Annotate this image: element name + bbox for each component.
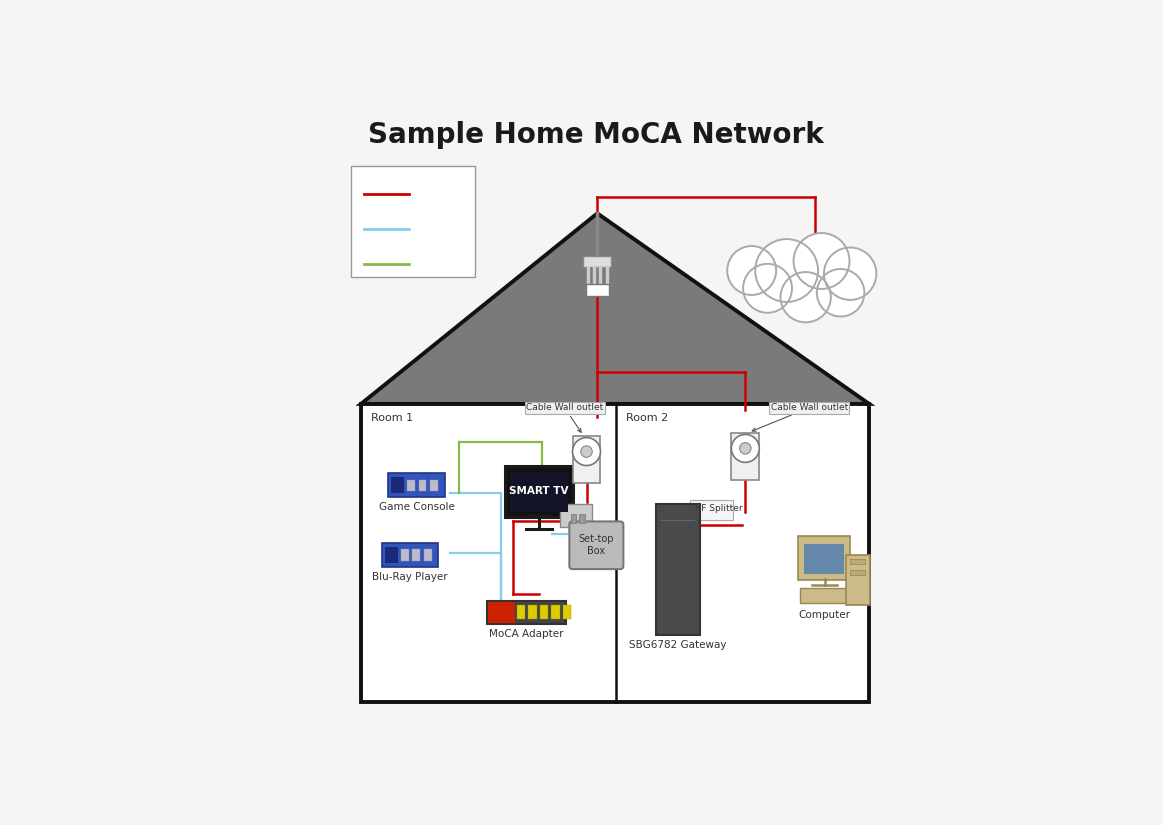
Text: Ethernet: Ethernet bbox=[415, 223, 466, 236]
FancyBboxPatch shape bbox=[388, 474, 445, 497]
Text: SMART TV: SMART TV bbox=[509, 486, 569, 497]
FancyBboxPatch shape bbox=[381, 543, 438, 567]
Bar bbox=[392, 477, 405, 493]
Text: Coax: Coax bbox=[415, 188, 444, 200]
FancyBboxPatch shape bbox=[570, 521, 623, 569]
Text: HDMI: HDMI bbox=[415, 257, 447, 271]
Circle shape bbox=[816, 269, 864, 317]
Polygon shape bbox=[361, 214, 869, 404]
Bar bbox=[413, 549, 420, 561]
Bar bbox=[662, 520, 694, 521]
Circle shape bbox=[727, 246, 776, 295]
Bar bbox=[540, 605, 548, 620]
FancyBboxPatch shape bbox=[351, 166, 476, 277]
Bar bbox=[423, 549, 431, 561]
FancyBboxPatch shape bbox=[361, 404, 869, 703]
Circle shape bbox=[793, 233, 849, 289]
Bar bbox=[579, 514, 585, 523]
Text: SBG6782 Gateway: SBG6782 Gateway bbox=[629, 640, 727, 650]
FancyBboxPatch shape bbox=[656, 503, 700, 634]
FancyBboxPatch shape bbox=[586, 285, 608, 296]
Text: Set-top
Box: Set-top Box bbox=[579, 535, 614, 556]
Text: Game Console: Game Console bbox=[379, 502, 455, 512]
Bar bbox=[430, 479, 437, 491]
Circle shape bbox=[755, 239, 818, 302]
Text: Cable Wall outlet: Cable Wall outlet bbox=[526, 403, 604, 432]
FancyBboxPatch shape bbox=[572, 436, 600, 483]
Text: RF Splitter: RF Splitter bbox=[694, 504, 742, 513]
Bar bbox=[401, 549, 408, 561]
Bar bbox=[850, 570, 865, 576]
Text: Cable Wall outlet: Cable Wall outlet bbox=[752, 403, 848, 431]
Bar bbox=[518, 605, 526, 620]
Text: MoCA Adapter: MoCA Adapter bbox=[488, 629, 563, 639]
Circle shape bbox=[743, 264, 792, 313]
Bar bbox=[528, 605, 536, 620]
Bar bbox=[551, 605, 559, 620]
Circle shape bbox=[732, 435, 759, 462]
Text: Room 1: Room 1 bbox=[371, 413, 413, 423]
FancyBboxPatch shape bbox=[505, 465, 572, 517]
FancyBboxPatch shape bbox=[559, 504, 592, 526]
FancyBboxPatch shape bbox=[690, 501, 733, 520]
Circle shape bbox=[780, 272, 830, 323]
Text: Computer: Computer bbox=[799, 610, 850, 620]
Bar bbox=[804, 544, 844, 574]
Bar bbox=[563, 605, 571, 620]
FancyBboxPatch shape bbox=[509, 472, 568, 512]
Circle shape bbox=[740, 443, 751, 454]
Circle shape bbox=[823, 248, 877, 300]
Text: Blu-Ray Player: Blu-Ray Player bbox=[372, 573, 448, 582]
FancyBboxPatch shape bbox=[732, 432, 759, 480]
Bar bbox=[850, 559, 865, 564]
Text: Room 2: Room 2 bbox=[626, 413, 669, 423]
Bar bbox=[407, 479, 415, 491]
FancyBboxPatch shape bbox=[800, 587, 846, 603]
Bar bbox=[571, 514, 577, 523]
FancyBboxPatch shape bbox=[487, 601, 565, 625]
FancyBboxPatch shape bbox=[798, 536, 850, 580]
Text: Sample Home MoCA Network: Sample Home MoCA Network bbox=[369, 121, 823, 149]
FancyBboxPatch shape bbox=[846, 555, 870, 606]
Bar bbox=[419, 479, 427, 491]
Text: Legend: Legend bbox=[357, 171, 400, 184]
Circle shape bbox=[580, 446, 592, 457]
Circle shape bbox=[572, 437, 600, 465]
Bar bbox=[488, 602, 515, 623]
FancyBboxPatch shape bbox=[584, 256, 612, 267]
Bar bbox=[385, 547, 398, 563]
